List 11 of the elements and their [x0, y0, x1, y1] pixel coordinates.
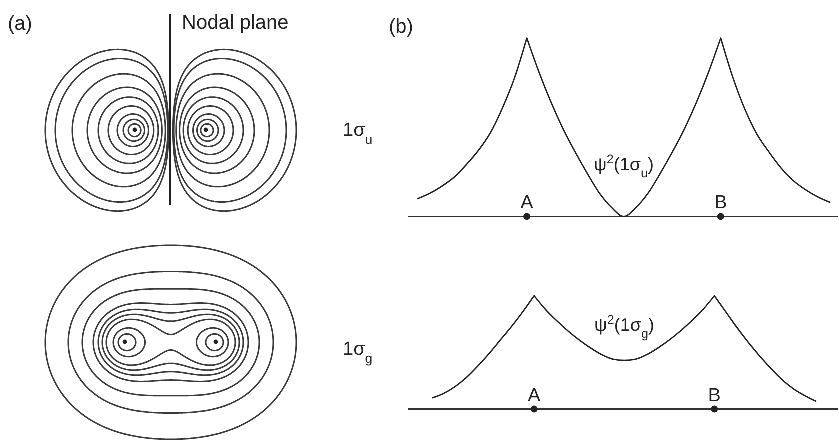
text: (a): [8, 13, 32, 35]
text: 1σ$_{g}$: [343, 339, 373, 366]
x-tick-label: A: [528, 385, 542, 406]
text: 1σ$_{u}$: [343, 120, 373, 146]
x-tick-label: B: [708, 385, 721, 406]
x-tick-label: B: [714, 192, 728, 214]
text: Nodal plane: [182, 12, 289, 34]
series-label: ψ$^{2}$(1σ$_{u}$): [594, 152, 654, 180]
chart-title: (b): [389, 16, 414, 38]
x-tick-label: A: [520, 192, 534, 214]
series-label: ψ$^{2}$(1σ$_{g}$): [594, 313, 654, 342]
